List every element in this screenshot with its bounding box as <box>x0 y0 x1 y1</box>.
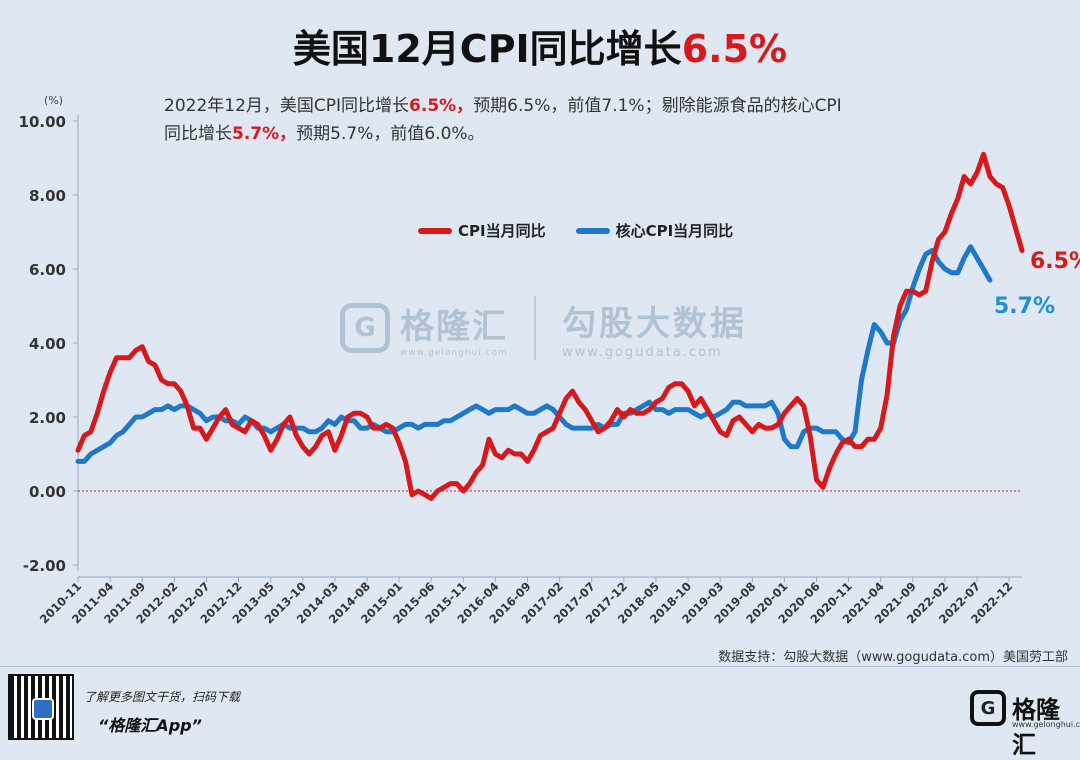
brand-name: 格隆汇 <box>1012 696 1060 759</box>
brand-logo-icon: G <box>970 690 1006 726</box>
y-tick-label: 2.00 <box>29 409 66 427</box>
y-tick-label: 6.00 <box>29 261 66 279</box>
x-axis: 2010-112011-042011-092012-022012-072012-… <box>37 576 1022 626</box>
footer-divider <box>0 666 1080 667</box>
watermark-data: 勾股大数据 <box>562 304 747 344</box>
watermark: G 格隆汇 www.gelonghui.com 勾股大数据 www.goguda… <box>340 296 747 360</box>
y-tick-label: 8.00 <box>29 187 66 205</box>
y-tick-label: -2.00 <box>23 557 66 575</box>
legend-label-cpi: CPI当月同比 <box>458 222 546 240</box>
legend-swatch-cpi <box>418 227 452 234</box>
page-title: 美国12月CPI同比增长6.5% <box>0 18 1080 73</box>
footer-app-name: “格隆汇App” <box>98 716 202 735</box>
brand-url: www.gelonghui.com <box>1012 720 1080 729</box>
y-tick-label: 0.00 <box>29 483 66 501</box>
watermark-brand: 格隆汇 <box>400 306 508 347</box>
title-highlight: 6.5% <box>681 27 788 71</box>
y-tick-label: 10.00 <box>19 113 66 131</box>
watermark-data-url: www.gogudata.com <box>562 345 723 360</box>
end-label-cpi: 6.5% <box>1030 249 1080 274</box>
subtitle: 2022年12月，美国CPI同比增长6.5%，预期6.5%，前值7.1%；剔除能… <box>164 96 842 144</box>
title-main: 美国12月CPI同比增长 <box>292 27 682 71</box>
y-axis-unit: (%) <box>44 94 63 107</box>
source-note: 数据支持：勾股大数据（www.gogudata.com）美国劳工部 <box>718 650 1068 665</box>
series-layer <box>75 151 1025 501</box>
watermark-divider <box>534 296 536 360</box>
cpi-series-line <box>75 151 1025 501</box>
watermark-logo-icon: G <box>340 303 390 353</box>
legend-item-core: 核心CPI当月同比 <box>575 220 734 241</box>
legend-item-cpi: CPI当月同比 <box>418 220 546 241</box>
y-axis: (%) 10.00 8.00 6.00 4.00 2.00 0.00 -2.00 <box>19 94 79 575</box>
y-tick-label: 4.00 <box>29 335 66 353</box>
qr-code-icon[interactable] <box>8 674 74 740</box>
footer-caption: 了解更多图文干货，扫码下载 <box>84 690 241 704</box>
watermark-brand-url: www.gelonghui.com <box>400 347 508 358</box>
legend: CPI当月同比 核心CPI当月同比 <box>418 220 733 241</box>
legend-label-core: 核心CPI当月同比 <box>615 222 734 240</box>
legend-swatch-core <box>575 227 610 234</box>
end-label-core: 5.7% <box>994 294 1056 319</box>
